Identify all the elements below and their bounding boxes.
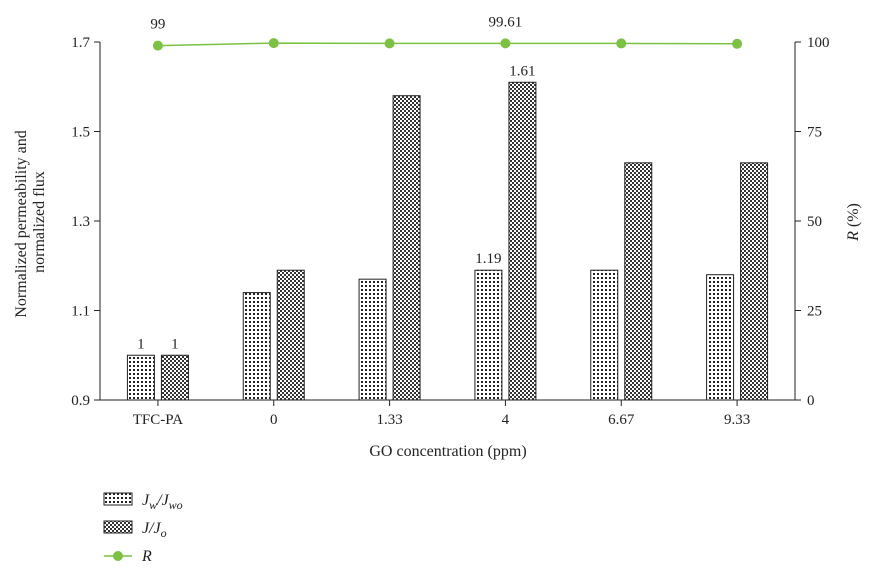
x-axis-label: GO concentration (ppm) — [369, 443, 526, 460]
data-label-jw: 1.19 — [475, 251, 501, 267]
x-tick-label: 6.67 — [608, 412, 635, 428]
point-r — [732, 38, 743, 49]
right-axis-label: R (%) — [845, 203, 862, 242]
legend-swatch-j — [103, 520, 133, 534]
right-tick-label: 50 — [807, 214, 822, 230]
data-label-r: 99 — [150, 17, 165, 33]
y-tick-label: 1.5 — [71, 125, 90, 141]
bar-jw — [126, 354, 155, 401]
bar-j — [392, 95, 421, 401]
x-tick-label: TFC-PA — [133, 412, 183, 428]
x-tick-label: 9.33 — [724, 412, 750, 428]
legend-swatch-jw — [103, 492, 133, 506]
point-r — [384, 38, 395, 49]
y-tick-label: 1.3 — [71, 214, 90, 230]
bar-jw — [706, 274, 735, 401]
point-r — [268, 38, 279, 49]
y-tick-label: 1.7 — [71, 35, 90, 51]
legend-swatch-r-marker — [113, 551, 123, 561]
data-label-j: 1 — [171, 336, 179, 352]
bar-j — [508, 81, 537, 401]
y-tick-label: 0.9 — [71, 393, 90, 409]
point-r — [152, 40, 163, 51]
x-tick-label: 4 — [502, 412, 510, 428]
legend-label-r: R — [141, 548, 152, 565]
x-tick-label: 0 — [270, 412, 278, 428]
right-tick-label: 0 — [807, 393, 815, 409]
right-tick-label: 75 — [807, 125, 822, 141]
series-line-r — [157, 42, 738, 47]
y-tick-label: 1.1 — [71, 304, 90, 320]
bar-j — [276, 269, 305, 401]
bar-j — [160, 354, 189, 401]
bar-jw — [242, 292, 271, 401]
right-tick-label: 100 — [807, 35, 830, 51]
point-r — [500, 38, 511, 49]
x-tick-label: 1.33 — [376, 412, 402, 428]
legend: Jw/Jwo J/Jo R — [103, 492, 183, 565]
bar-j — [624, 162, 653, 401]
data-label-r: 99.61 — [489, 14, 523, 30]
data-label-j: 1.61 — [509, 63, 535, 79]
bar-jw — [590, 269, 619, 401]
legend-label-j: J/Jo — [142, 520, 167, 540]
data-label-jw: 1 — [137, 336, 145, 352]
legend-label-jw: Jw/Jwo — [142, 492, 183, 512]
bar-jw — [474, 269, 503, 401]
y-axis-label: Normalized permeability and normalized f… — [13, 126, 48, 317]
bar-j — [740, 162, 769, 401]
right-tick-label: 25 — [807, 304, 822, 320]
bar-jw — [358, 278, 387, 401]
point-r — [616, 38, 627, 49]
